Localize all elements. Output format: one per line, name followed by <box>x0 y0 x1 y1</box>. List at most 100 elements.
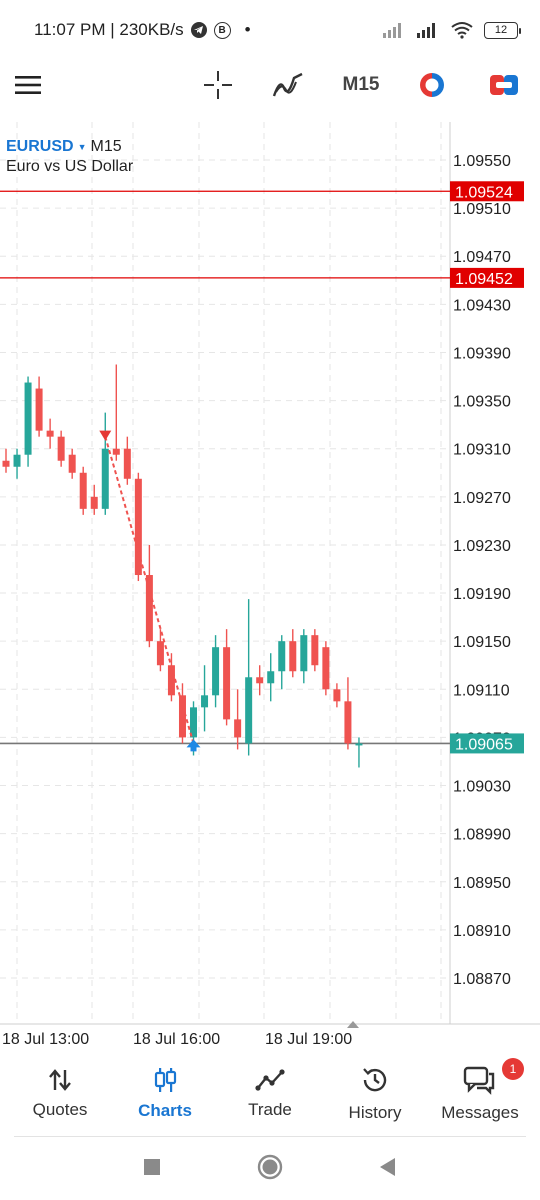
quotes-arrows-icon <box>49 1069 71 1091</box>
price-line-tag <box>450 733 524 754</box>
nav-quotes[interactable]: Quotes <box>0 1052 120 1136</box>
chart-toolbar: M15 <box>0 60 540 110</box>
candle-body <box>355 743 363 746</box>
candle-body <box>134 478 142 576</box>
price-level-label: 1.09430 <box>453 297 511 314</box>
status-time: 11:07 PM | 230KB/s <box>34 20 184 39</box>
history-clock-icon <box>363 1068 387 1092</box>
nav-messages[interactable]: Messages 1 <box>420 1052 540 1136</box>
price-line-tag-label: 1.09065 <box>455 736 513 753</box>
telegram-icon <box>190 22 207 38</box>
price-level-label: 1.09030 <box>453 779 511 796</box>
candle-body <box>190 707 198 738</box>
indicator-wave-icon <box>272 72 303 97</box>
candle-body <box>322 647 330 690</box>
timeframe-button[interactable]: M15 <box>336 60 386 110</box>
price-line-tag-label: 1.09452 <box>455 271 513 288</box>
candle-body <box>267 671 275 684</box>
price-level-label: 1.09150 <box>453 634 511 651</box>
indicators-button[interactable] <box>268 60 308 110</box>
nav-charts-label: Charts <box>138 1101 192 1120</box>
price-level-label: 1.08910 <box>453 923 511 940</box>
buy-arrow-icon <box>186 739 201 752</box>
crosshair-button[interactable] <box>198 60 238 110</box>
menu-button[interactable] <box>10 60 46 110</box>
one-click-trading-button[interactable] <box>412 60 452 110</box>
candle-body <box>90 496 98 509</box>
candle-body <box>68 454 76 473</box>
candle-body <box>344 701 352 744</box>
price-line-tag-label: 1.09524 <box>455 184 513 201</box>
nav-trade-label: Trade <box>248 1100 292 1119</box>
recents-button[interactable] <box>144 1159 160 1175</box>
candle-body <box>2 460 10 467</box>
price-level-label: 1.08990 <box>453 827 511 844</box>
price-line-tag <box>450 267 524 288</box>
time-axis-label: 18 Jul 13:00 <box>2 1031 89 1048</box>
crosshair-icon <box>204 71 232 99</box>
candle-body <box>300 635 308 672</box>
symbol-header[interactable]: EURUSD ▼ M15 <box>6 138 122 156</box>
nav-quotes-label: Quotes <box>32 1100 88 1119</box>
nav-history-label: History <box>348 1103 402 1122</box>
nav-trade[interactable]: Trade <box>210 1052 330 1136</box>
time-axis-label: 18 Jul 16:00 <box>133 1031 220 1048</box>
messages-count-badge: 1 <box>502 1058 524 1080</box>
price-level-label: 1.09310 <box>453 442 511 459</box>
b-badge-icon: B <box>213 21 231 39</box>
symbol-dropdown-icon: ▼ <box>77 142 87 152</box>
nav-charts[interactable]: Charts <box>120 1052 210 1136</box>
battery-icon: 12 <box>484 21 521 39</box>
price-level-label: 1.09350 <box>453 394 511 411</box>
nav-messages-label: Messages <box>441 1103 519 1122</box>
candle-body <box>289 641 297 672</box>
price-level-label: 1.09270 <box>453 490 511 507</box>
signal-icon-2 <box>417 23 435 38</box>
candle-body <box>57 436 65 461</box>
charts-candles-icon <box>154 1068 177 1092</box>
candle-body <box>24 382 32 455</box>
time-axis-label: 18 Jul 19:00 <box>265 1031 352 1048</box>
price-chart[interactable]: 1.09550 1.09510 1.09470 1.09430 1.09390 1.093… <box>0 122 540 1052</box>
back-button[interactable] <box>380 1158 395 1176</box>
price-level-label: 1.09230 <box>453 538 511 555</box>
candle-body <box>35 388 43 431</box>
candle-body <box>212 647 220 696</box>
status-bar: 11:07 PM | 230KB/s B • 12 <box>0 0 540 60</box>
candle-body <box>145 575 153 642</box>
candle-body <box>79 472 87 509</box>
price-level-label: 1.08870 <box>453 971 511 988</box>
timeframe-label: M15 <box>342 74 380 95</box>
candle-body <box>101 448 109 509</box>
candle-body <box>311 635 319 666</box>
candle-body <box>13 454 21 467</box>
candle-body <box>256 677 264 684</box>
bottom-navigation: Quotes Charts Trade History Messages 1 <box>0 1052 540 1136</box>
price-level-label: 1.09470 <box>453 249 511 266</box>
chart-canvas[interactable]: 1.09550 1.09510 1.09470 1.09430 1.09390 1.093… <box>0 122 540 1052</box>
system-navigation <box>0 1140 540 1200</box>
home-button[interactable] <box>257 1154 283 1180</box>
price-level-label: 1.09190 <box>453 586 511 603</box>
price-level-label: 1.09550 <box>453 153 511 170</box>
candle-body <box>167 665 175 696</box>
candle-body <box>245 677 253 744</box>
messages-bubble-icon <box>463 1066 495 1095</box>
nav-history[interactable]: History <box>330 1052 420 1136</box>
candle-body <box>278 641 286 672</box>
nav-divider <box>14 1136 526 1137</box>
status-dot: • <box>244 20 251 39</box>
candle-body <box>201 695 209 708</box>
price-level-label: 1.09110 <box>453 682 510 699</box>
candle-body <box>123 448 131 479</box>
new-order-button[interactable] <box>484 60 524 110</box>
one-click-trading-icon <box>420 73 444 97</box>
current-time-marker-icon <box>347 1021 359 1028</box>
hamburger-icon <box>15 76 41 94</box>
new-order-icon <box>490 75 518 95</box>
price-level-label: 1.09510 <box>453 201 511 218</box>
price-level-label: 1.08950 <box>453 875 511 892</box>
candle-body <box>333 689 341 702</box>
candle-body <box>178 695 186 738</box>
trade-line-icon <box>255 1069 285 1091</box>
